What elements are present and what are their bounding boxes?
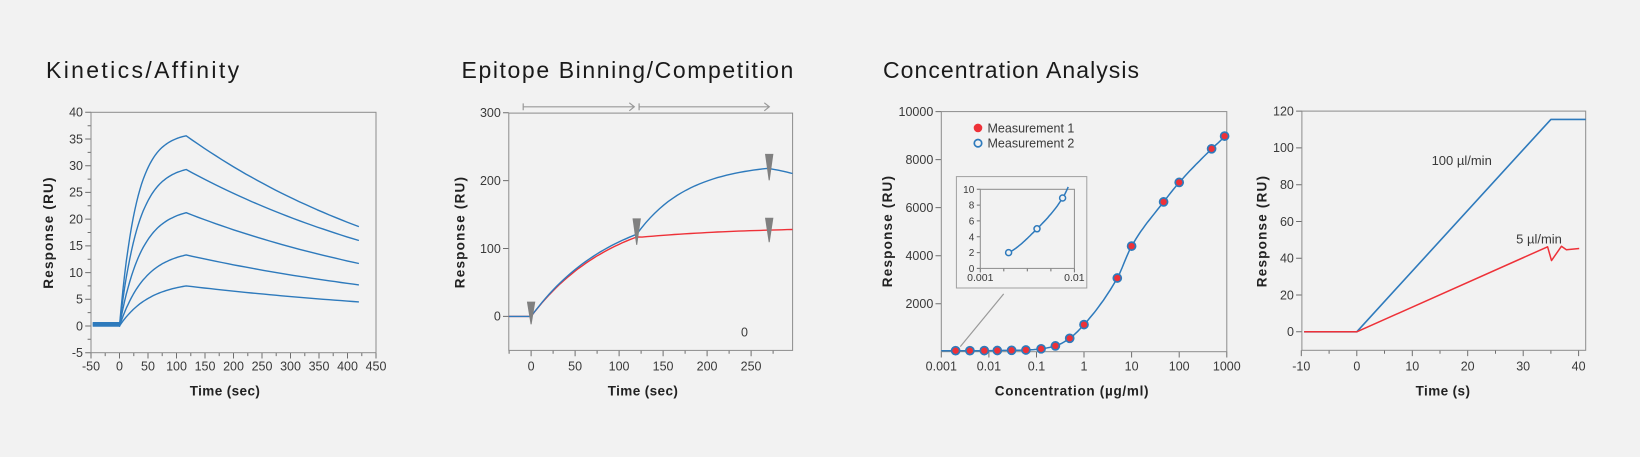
svg-text:Measurement 2: Measurement 2 xyxy=(988,137,1075,151)
svg-text:5: 5 xyxy=(76,293,83,307)
svg-text:10: 10 xyxy=(963,185,975,196)
svg-text:0.01: 0.01 xyxy=(977,360,1001,374)
svg-text:60: 60 xyxy=(1280,215,1294,229)
svg-text:Measurement 1: Measurement 1 xyxy=(988,121,1075,135)
svg-text:2000: 2000 xyxy=(905,297,933,311)
svg-text:0: 0 xyxy=(528,360,535,374)
svg-text:4000: 4000 xyxy=(905,249,933,263)
svg-text:200: 200 xyxy=(697,360,718,374)
svg-text:25: 25 xyxy=(69,186,83,200)
svg-text:400: 400 xyxy=(337,360,358,374)
svg-text:Time (s): Time (s) xyxy=(1416,383,1471,398)
svg-text:Response (RU): Response (RU) xyxy=(453,176,468,288)
svg-text:120: 120 xyxy=(1273,104,1294,118)
svg-text:6000: 6000 xyxy=(905,201,933,215)
svg-text:20: 20 xyxy=(1280,288,1294,302)
svg-text:50: 50 xyxy=(141,360,155,374)
svg-text:0: 0 xyxy=(1353,360,1360,374)
svg-text:10: 10 xyxy=(1125,360,1139,374)
svg-text:450: 450 xyxy=(366,360,387,374)
svg-text:30: 30 xyxy=(1516,360,1530,374)
svg-text:-10: -10 xyxy=(1292,360,1310,374)
svg-text:Epitope Binning/Competition: Epitope Binning/Competition xyxy=(462,57,795,83)
svg-text:0.001: 0.001 xyxy=(926,360,957,374)
svg-text:200: 200 xyxy=(480,174,501,188)
svg-text:80: 80 xyxy=(1280,178,1294,192)
svg-text:100: 100 xyxy=(609,360,630,374)
svg-text:0: 0 xyxy=(116,360,123,374)
svg-text:20: 20 xyxy=(69,212,83,226)
svg-text:200: 200 xyxy=(223,360,244,374)
svg-text:250: 250 xyxy=(252,360,273,374)
svg-text:250: 250 xyxy=(741,360,762,374)
svg-text:0: 0 xyxy=(1287,325,1294,339)
svg-text:-5: -5 xyxy=(72,346,83,360)
svg-text:100: 100 xyxy=(1169,360,1190,374)
svg-text:20: 20 xyxy=(1461,360,1475,374)
svg-text:2: 2 xyxy=(969,248,975,259)
svg-text:Time (sec): Time (sec) xyxy=(190,383,261,398)
svg-text:1000: 1000 xyxy=(1213,360,1241,374)
svg-text:Kinetics/Affinity: Kinetics/Affinity xyxy=(46,57,241,83)
svg-text:0: 0 xyxy=(494,310,501,324)
svg-text:35: 35 xyxy=(69,132,83,146)
svg-text:300: 300 xyxy=(480,106,501,120)
svg-text:0.01: 0.01 xyxy=(1064,272,1085,284)
svg-text:0: 0 xyxy=(969,264,975,275)
svg-text:0: 0 xyxy=(741,325,748,339)
svg-text:50: 50 xyxy=(568,360,582,374)
svg-text:8000: 8000 xyxy=(905,153,933,167)
svg-text:5 µl/min: 5 µl/min xyxy=(1516,232,1562,247)
svg-text:6: 6 xyxy=(969,217,975,228)
svg-text:100 µl/min: 100 µl/min xyxy=(1432,153,1492,168)
svg-text:350: 350 xyxy=(309,360,330,374)
svg-text:100: 100 xyxy=(1273,141,1294,155)
svg-text:100: 100 xyxy=(480,242,501,256)
svg-text:40: 40 xyxy=(1280,252,1294,266)
svg-text:0.001: 0.001 xyxy=(967,272,993,284)
svg-text:0.1: 0.1 xyxy=(1028,360,1045,374)
svg-text:10000: 10000 xyxy=(899,105,934,119)
svg-text:10: 10 xyxy=(1405,360,1419,374)
svg-text:40: 40 xyxy=(1572,360,1586,374)
svg-text:150: 150 xyxy=(653,360,674,374)
svg-text:Concentration (µg/ml): Concentration (µg/ml) xyxy=(995,383,1149,398)
svg-text:1: 1 xyxy=(1081,360,1088,374)
svg-text:100: 100 xyxy=(166,360,187,374)
svg-text:300: 300 xyxy=(280,360,301,374)
svg-text:150: 150 xyxy=(195,360,216,374)
svg-text:15: 15 xyxy=(69,239,83,253)
svg-text:40: 40 xyxy=(69,106,83,120)
svg-text:Concentration Analysis: Concentration Analysis xyxy=(883,57,1140,83)
svg-text:30: 30 xyxy=(69,159,83,173)
svg-text:Response (RU): Response (RU) xyxy=(880,175,895,287)
svg-text:8: 8 xyxy=(969,201,975,212)
svg-text:-50: -50 xyxy=(82,360,100,374)
svg-text:Time (sec): Time (sec) xyxy=(608,383,679,398)
svg-text:4: 4 xyxy=(969,232,975,243)
svg-text:0: 0 xyxy=(76,319,83,333)
svg-text:Response (RU): Response (RU) xyxy=(1255,175,1270,287)
svg-text:Response (RU): Response (RU) xyxy=(41,176,56,288)
svg-text:10: 10 xyxy=(69,266,83,280)
